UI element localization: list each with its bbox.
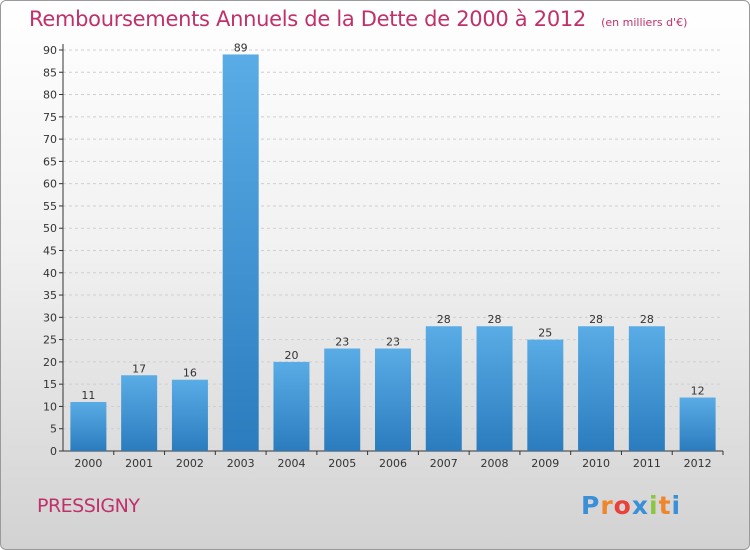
y-tick-label: 10 [43, 400, 57, 413]
y-tick-label: 75 [43, 111, 57, 124]
x-tick-label: 2012 [684, 457, 712, 470]
bar [171, 379, 208, 451]
city-name: PRESSIGNY [37, 495, 140, 517]
bar [679, 397, 716, 451]
data-label: 25 [538, 327, 552, 340]
x-tick-label: 2008 [481, 457, 509, 470]
y-tick-label: 50 [43, 222, 57, 235]
bar [628, 326, 665, 451]
bar [476, 326, 513, 451]
proxiti-logo: Proxiti [581, 491, 681, 520]
data-label: 20 [284, 349, 298, 362]
y-tick-label: 0 [50, 445, 57, 458]
x-tick-label: 2010 [582, 457, 610, 470]
y-tick-label: 35 [43, 289, 57, 302]
y-tick-label: 55 [43, 200, 57, 213]
y-tick-label: 20 [43, 356, 57, 369]
y-tick-label: 60 [43, 178, 57, 191]
data-label: 17 [132, 362, 146, 375]
x-tick-label: 2009 [531, 457, 559, 470]
data-label: 23 [386, 336, 400, 349]
data-label: 28 [589, 313, 603, 326]
data-label: 11 [81, 389, 95, 402]
bar [375, 348, 411, 451]
bar [324, 348, 361, 451]
y-tick-label: 5 [50, 423, 57, 436]
x-tick-label: 2000 [74, 457, 102, 470]
y-tick-label: 65 [43, 155, 57, 168]
bar [425, 326, 462, 451]
x-tick-label: 2004 [277, 457, 305, 470]
y-tick-label: 80 [43, 89, 57, 102]
y-tick-label: 45 [43, 245, 57, 258]
x-tick-label: 2011 [633, 457, 661, 470]
y-tick-label: 40 [43, 267, 57, 280]
data-label: 23 [335, 336, 349, 349]
logo-letter: x [631, 491, 649, 520]
chart-title: Remboursements Annuels de la Dette de 20… [29, 7, 586, 31]
x-tick-label: 2007 [430, 457, 458, 470]
chart-subtitle: (en milliers d'€) [601, 16, 688, 29]
data-label: 89 [234, 41, 248, 54]
y-tick-label: 70 [43, 133, 57, 146]
x-tick-label: 2002 [176, 457, 204, 470]
logo-letter: i [671, 491, 682, 520]
y-tick-label: 90 [43, 44, 57, 57]
data-label: 28 [437, 313, 451, 326]
logo-letter: t [658, 491, 672, 520]
logo-letter: o [613, 491, 632, 520]
bar [121, 375, 158, 451]
bar [527, 339, 564, 451]
logo-letter: i [649, 491, 659, 520]
y-tick-label: 25 [43, 334, 57, 347]
logo-letter: P [581, 491, 601, 520]
bar [70, 401, 107, 451]
x-tick-label: 2001 [125, 457, 153, 470]
y-tick-label: 85 [43, 66, 57, 79]
bar [273, 361, 310, 451]
x-tick-label: 2003 [227, 457, 255, 470]
data-label: 16 [183, 367, 197, 380]
y-tick-label: 30 [43, 311, 57, 324]
data-label: 28 [640, 313, 654, 326]
bar [578, 326, 615, 451]
data-label: 12 [691, 385, 705, 398]
logo-letter: r [600, 491, 614, 520]
title-row: Remboursements Annuels de la Dette de 20… [29, 7, 687, 31]
x-tick-label: 2006 [379, 457, 407, 470]
data-label: 28 [488, 313, 502, 326]
y-tick-label: 15 [43, 378, 57, 391]
bar [222, 54, 259, 451]
x-tick-label: 2005 [328, 457, 356, 470]
